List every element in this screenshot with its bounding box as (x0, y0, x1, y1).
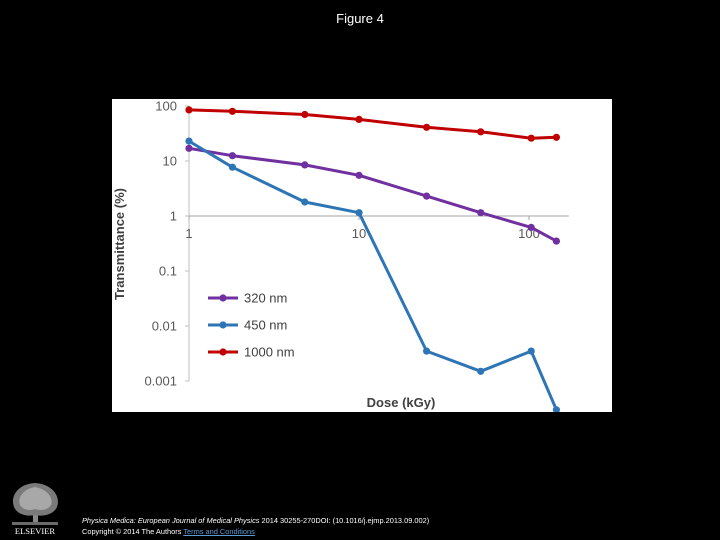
logo-text: ELSEVIER (15, 526, 55, 536)
data-point (423, 192, 431, 200)
figure-title: Figure 4 (336, 11, 384, 26)
data-point (228, 152, 236, 160)
series-layer (185, 106, 560, 412)
legend-swatch-marker (219, 321, 227, 329)
data-point (477, 209, 485, 217)
data-point (355, 115, 363, 123)
citation-block: Physica Medica: European Journal of Medi… (82, 515, 429, 537)
data-point (355, 171, 363, 179)
x-axis-title: Dose (kGy) (367, 395, 436, 410)
data-point (527, 134, 535, 142)
data-point (552, 133, 560, 141)
y-axis-title: Transmittance (%) (112, 188, 127, 300)
data-point (228, 107, 236, 115)
y-tick-label: 100 (155, 99, 177, 114)
elsevier-logo: ELSEVIER (6, 478, 64, 538)
data-point (423, 347, 431, 355)
y-tick-label: 0.01 (152, 319, 177, 334)
data-point (477, 128, 485, 136)
citation-line-2: Copyright © 2014 The Authors Terms and C… (82, 526, 429, 537)
data-point (228, 163, 236, 171)
legend-swatch-marker (219, 294, 227, 302)
data-point (301, 198, 309, 206)
data-point (355, 209, 363, 217)
citation-line-1: Physica Medica: European Journal of Medi… (82, 515, 429, 526)
terms-link[interactable]: Terms and Conditions (183, 527, 255, 536)
legend-swatch-marker (219, 348, 227, 356)
data-point (552, 237, 560, 245)
x-tick-label: 10 (352, 226, 366, 241)
y-tick-label: 0.1 (159, 264, 177, 279)
y-tick-label: 0.001 (144, 374, 177, 389)
data-point (527, 347, 535, 355)
y-tick-label: 1 (170, 209, 177, 224)
legend-label: 450 nm (244, 318, 287, 333)
data-point (477, 367, 485, 375)
data-point (423, 123, 431, 131)
x-tick-label: 1 (185, 226, 192, 241)
series-line-450-nm (188, 139, 558, 411)
chart-panel: 100 10 1 0.1 0.01 0.001 1 10 100 320 nm 450 nm 100… (112, 99, 612, 412)
legend-label: 1000 nm (244, 345, 295, 360)
copyright-text: Copyright © 2014 The Authors (82, 527, 182, 536)
y-tick-label: 10 (163, 154, 177, 169)
legend-layer: 320 nm 450 nm 1000 nm (208, 291, 295, 360)
series-line-1000-nm (188, 108, 557, 140)
legend-label: 320 nm (244, 291, 287, 306)
data-point (552, 406, 560, 412)
series-line-320-nm (188, 146, 558, 243)
data-point (527, 223, 535, 231)
data-point (185, 106, 193, 114)
journal-name: Physica Medica: European Journal of Medi… (82, 516, 260, 525)
citation-details: 2014 30255-270DOI: (10.1016/j.ejmp.2013.… (259, 516, 430, 525)
data-point (301, 161, 309, 169)
data-point (301, 110, 309, 119)
data-point (185, 144, 193, 152)
data-point (185, 137, 193, 145)
